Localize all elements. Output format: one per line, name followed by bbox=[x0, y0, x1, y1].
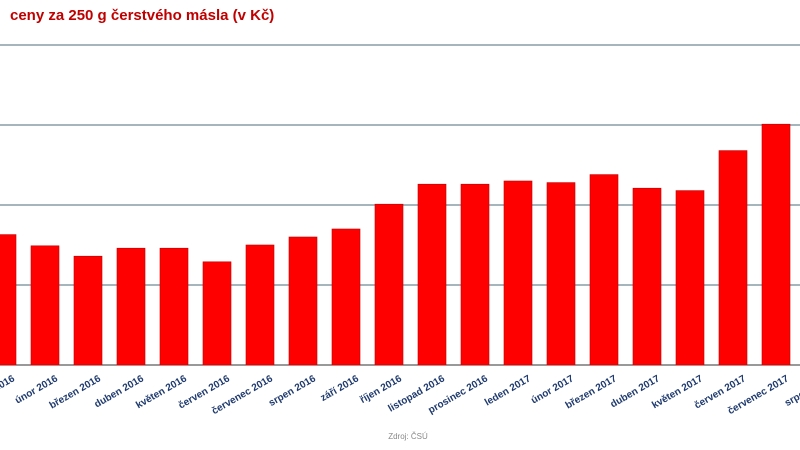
bar bbox=[73, 255, 103, 366]
bar bbox=[30, 245, 60, 366]
x-tick-label: září 2016 bbox=[319, 373, 361, 404]
x-tick-label: leden 2017 bbox=[483, 373, 533, 408]
x-tick-label: srpen 2016 bbox=[267, 373, 318, 409]
bar bbox=[159, 247, 189, 366]
bar bbox=[675, 190, 705, 366]
bar bbox=[0, 234, 17, 366]
bar bbox=[331, 228, 361, 366]
bar bbox=[589, 174, 619, 366]
bar bbox=[546, 182, 576, 366]
bar bbox=[503, 180, 533, 366]
bar bbox=[761, 123, 791, 366]
bar bbox=[288, 236, 318, 366]
bar bbox=[718, 150, 748, 366]
bar bbox=[417, 183, 447, 366]
bar bbox=[245, 244, 275, 366]
source-note: Zdroj: ČSÚ bbox=[388, 432, 428, 441]
x-tick-label: leden 2016 bbox=[0, 373, 17, 408]
bar bbox=[116, 247, 146, 366]
chart-title: ceny za 250 g čerstvého másla (v Kč) bbox=[10, 7, 274, 24]
bar bbox=[632, 187, 662, 366]
bar bbox=[374, 203, 404, 366]
bar bbox=[460, 183, 490, 366]
bar bbox=[202, 261, 232, 366]
